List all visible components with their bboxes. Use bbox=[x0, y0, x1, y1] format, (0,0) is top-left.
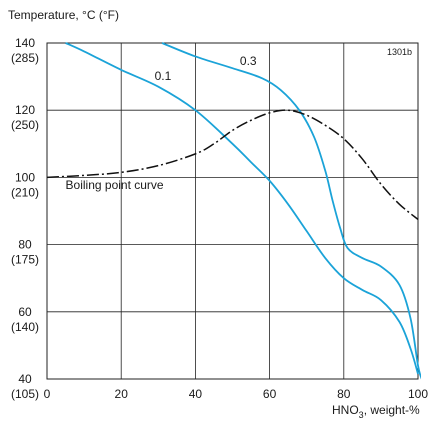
y-axis-label: Temperature, °C (°F) bbox=[8, 8, 119, 22]
y-tick-label-f: (210) bbox=[11, 185, 39, 199]
y-tick-label-c: 80 bbox=[18, 238, 32, 252]
y-tick-label-c: 120 bbox=[15, 103, 35, 117]
y-tick-label-f: (140) bbox=[11, 320, 39, 334]
x-tick-label: 20 bbox=[115, 387, 129, 401]
series-layer bbox=[47, 42, 421, 380]
series-label: 0.1 bbox=[155, 69, 172, 83]
x-tick-label: 60 bbox=[263, 387, 277, 401]
boiling-point-curve bbox=[47, 109, 419, 220]
y-tick-label-c: 40 bbox=[18, 372, 32, 386]
series-line-0-3 bbox=[161, 42, 421, 380]
y-tick-label-c: 100 bbox=[15, 170, 35, 184]
plot-frame bbox=[46, 42, 419, 380]
series-label: 0.3 bbox=[240, 54, 257, 68]
tick-labels: 0 20 40 60 80 100140(285)120(250)100(210)80(1… bbox=[11, 36, 428, 401]
x-tick-label: 0 bbox=[44, 387, 51, 401]
labels: 0.1 0.3 Boiling point curve bbox=[66, 54, 257, 192]
series-line-0-1 bbox=[65, 42, 419, 375]
gridlines bbox=[46, 42, 419, 380]
x-tick-label: 100 bbox=[408, 387, 428, 401]
x-axis-label: HNO3, weight-% bbox=[332, 403, 420, 420]
x-tick-label: 40 bbox=[189, 387, 203, 401]
figure-code: 1301b bbox=[387, 47, 412, 57]
y-tick-label-c: 60 bbox=[18, 305, 32, 319]
y-tick-label-c: 140 bbox=[15, 36, 35, 50]
y-tick-label-f: (105) bbox=[11, 387, 39, 401]
y-tick-label-f: (250) bbox=[11, 118, 39, 132]
boiling-curve-label: Boiling point curve bbox=[66, 178, 164, 192]
x-tick-label: 80 bbox=[337, 387, 351, 401]
y-tick-label-f: (175) bbox=[11, 253, 39, 267]
y-tick-label-f: (285) bbox=[11, 51, 39, 65]
